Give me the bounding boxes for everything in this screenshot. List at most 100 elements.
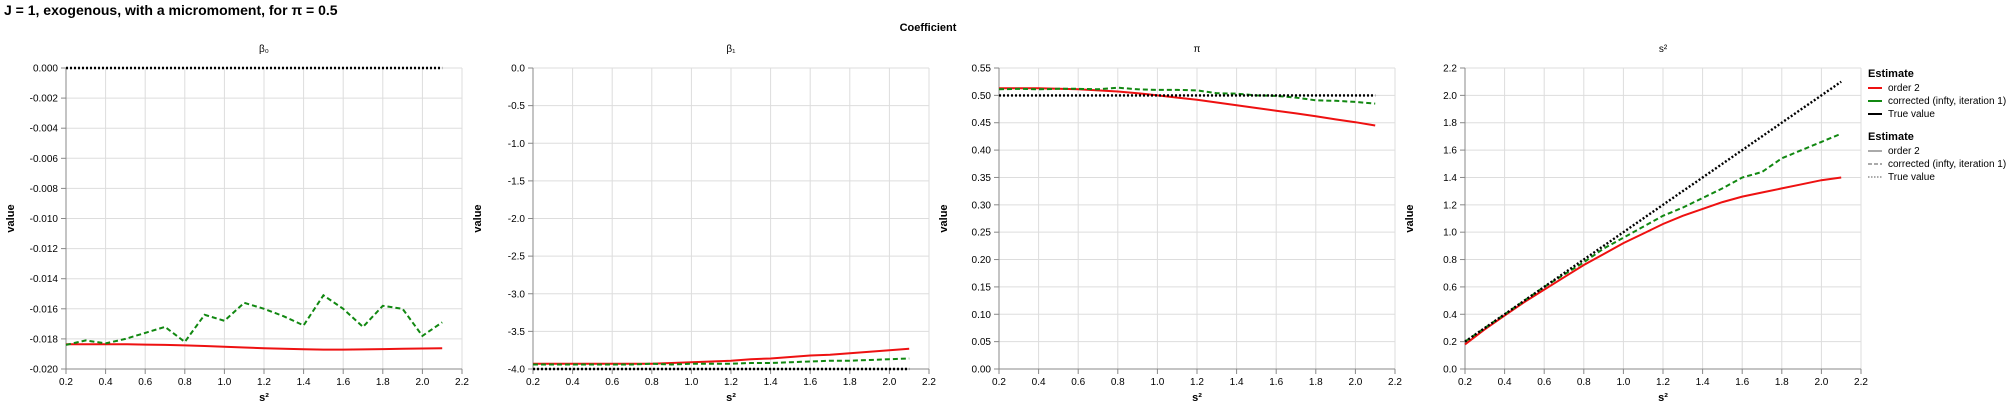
y-tick-label: -1.5 (508, 176, 526, 187)
chart-panel-3: 0.2 0.4 0.6 0.8 1.0 1.2 1.4 1.6 1.8 2.0 2.2 0.00 0.0… (938, 44, 1402, 404)
x-tick-label: 1.2 (724, 377, 738, 388)
x-tick-label: 0.4 (1498, 377, 1512, 388)
series-line-2 (1464, 132, 1842, 343)
x-tick-label: 2.2 (922, 377, 936, 388)
y-axis-label: value (1404, 204, 1416, 232)
y-tick-label: 0.15 (972, 282, 992, 293)
x-tick-label: 1.2 (1656, 377, 1670, 388)
y-tick-label: -0.008 (30, 184, 59, 195)
x-tick-label: 1.2 (1190, 377, 1204, 388)
legend-dash-item: True value (1888, 172, 1935, 183)
chart-panel-4: 0.2 0.4 0.6 0.8 1.0 1.2 1.4 1.6 1.8 2.0 2.20.00.20… (1404, 44, 1868, 404)
y-tick-label: 0.6 (1443, 282, 1457, 293)
x-tick-label: 2.0 (415, 377, 429, 388)
legend: Estimate order 2 corrected (infty, iterati… (1868, 68, 2006, 183)
y-tick-label: -1.0 (508, 139, 526, 150)
y-axis-label: value (472, 204, 484, 232)
x-tick-label: 2.2 (1854, 377, 1868, 388)
y-tick-label: -0.014 (30, 274, 59, 285)
panel-title: β₁ (726, 44, 736, 55)
y-tick-label: -2.5 (508, 252, 526, 263)
x-tick-label: 2.0 (882, 377, 896, 388)
y-tick-label: 0.35 (972, 173, 992, 184)
y-tick-label: -0.012 (30, 244, 59, 255)
legend-dash-item: order 2 (1888, 146, 1920, 157)
x-tick-label: 1.0 (684, 377, 698, 388)
series-line-1 (66, 343, 443, 351)
x-tick-label: 0.4 (1032, 377, 1046, 388)
series-line-3 (1464, 80, 1842, 343)
legend-dash-title: Estimate (1868, 131, 1914, 143)
x-tick-label: 0.2 (59, 377, 73, 388)
series-line-1 (533, 347, 910, 365)
x-tick-label: 1.8 (1309, 377, 1323, 388)
y-tick-label: 0.2 (1443, 337, 1457, 348)
x-tick-label: 1.4 (1696, 377, 1710, 388)
x-tick-label: 0.8 (645, 377, 659, 388)
x-axis-label: s² (259, 392, 269, 404)
legend-color-title: Estimate (1868, 68, 1914, 80)
x-tick-label: 1.0 (217, 377, 231, 388)
legend-color-item: order 2 (1888, 83, 1920, 94)
y-tick-label: 0.50 (972, 91, 992, 102)
x-tick-label: 0.8 (178, 377, 192, 388)
y-tick-label: 0.0 (1443, 365, 1457, 376)
chart-panel-1: 0.2 0.4 0.6 0.8 1.0 1.2 1.4 1.6 1.8 2.0 2.2 -0.020 -… (5, 44, 469, 404)
y-tick-label: 1.8 (1443, 118, 1457, 129)
x-tick-label: 2.2 (1388, 377, 1402, 388)
figure-title: J = 1, exogenous, with a micromoment, fo… (4, 2, 338, 18)
series-line-1 (999, 87, 1376, 127)
facet-super-title: Coefficient (900, 22, 957, 34)
x-tick-label: 0.4 (99, 377, 113, 388)
x-tick-label: 1.6 (803, 377, 817, 388)
x-tick-label: 1.6 (1735, 377, 1749, 388)
x-tick-label: 0.6 (1071, 377, 1085, 388)
y-tick-label: 2.0 (1443, 91, 1457, 102)
panel-title: s² (1659, 44, 1668, 55)
y-tick-label: -0.004 (30, 124, 59, 135)
x-tick-label: 1.6 (336, 377, 350, 388)
x-tick-label: 0.2 (992, 377, 1006, 388)
x-tick-label: 1.8 (1775, 377, 1789, 388)
legend-color-item: corrected (infty, iteration 1) (1888, 96, 2006, 107)
x-tick-label: 1.6 (1269, 377, 1283, 388)
x-tick-label: 0.2 (1458, 377, 1472, 388)
panel-title: β₀ (259, 44, 269, 55)
y-tick-label: -0.010 (30, 214, 59, 225)
y-tick-label: 0.4 (1443, 310, 1457, 321)
x-tick-label: 2.0 (1814, 377, 1828, 388)
x-axis-label: s² (1192, 392, 1202, 404)
legend-dash-item: corrected (infty, iteration 1) (1888, 159, 2006, 170)
y-tick-label: -0.5 (508, 101, 526, 112)
y-axis-label: value (938, 204, 950, 232)
y-tick-label: 0.25 (972, 228, 992, 239)
y-tick-label: 0.45 (972, 118, 992, 129)
y-tick-label: 1.0 (1443, 228, 1457, 239)
x-axis-label: s² (726, 392, 736, 404)
x-tick-label: 0.8 (1577, 377, 1591, 388)
y-axis-label: value (5, 204, 17, 232)
series-line-2 (533, 357, 910, 366)
x-tick-label: 0.6 (605, 377, 619, 388)
y-tick-label: 0.0 (511, 64, 525, 75)
x-tick-label: 1.4 (1230, 377, 1244, 388)
x-tick-label: 2.2 (455, 377, 469, 388)
y-tick-label: 1.6 (1443, 146, 1457, 157)
x-tick-label: 2.0 (1348, 377, 1362, 388)
y-tick-label: -3.5 (508, 327, 526, 338)
x-tick-label: 1.8 (376, 377, 390, 388)
y-tick-label: 0.10 (972, 310, 992, 321)
y-tick-label: 1.2 (1443, 200, 1457, 211)
x-tick-label: 0.6 (1537, 377, 1551, 388)
y-tick-label: -2.0 (508, 214, 526, 225)
y-tick-label: -0.020 (30, 365, 59, 376)
x-tick-label: 1.2 (257, 377, 271, 388)
panels: 0.2 0.4 0.6 0.8 1.0 1.2 1.4 1.6 1.8 2.0 2.2 -0.020 -… (5, 44, 1868, 404)
y-tick-label: 0.05 (972, 337, 992, 348)
series-line-2 (998, 86, 1376, 105)
series-line-2 (65, 293, 443, 346)
panel-title: π (1194, 44, 1201, 55)
x-tick-label: 0.6 (138, 377, 152, 388)
y-tick-label: -0.002 (30, 94, 59, 105)
